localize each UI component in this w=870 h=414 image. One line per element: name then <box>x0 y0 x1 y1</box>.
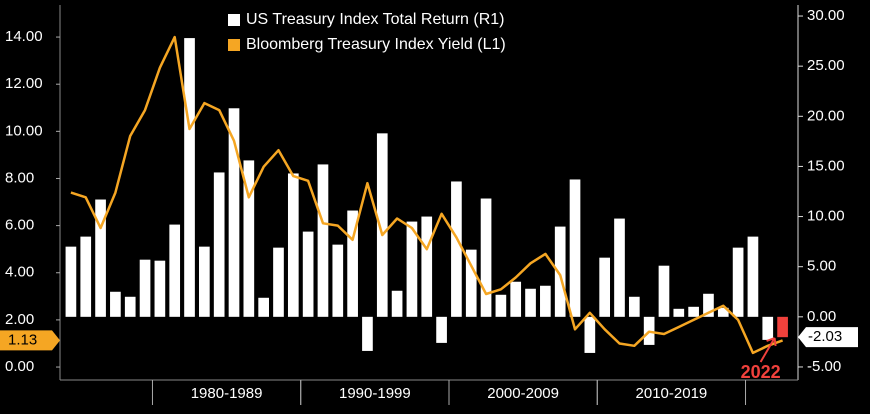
bar <box>347 210 358 317</box>
bar <box>525 288 536 317</box>
bar <box>628 296 640 317</box>
bar <box>110 291 121 317</box>
last-value-box <box>0 330 60 351</box>
bar <box>421 216 433 317</box>
y-tick-label: 10.00 <box>5 122 43 139</box>
bar <box>317 164 329 317</box>
last-value-label: -2.03 <box>808 328 842 345</box>
bar <box>154 260 166 317</box>
decade-label: 2010-2019 <box>636 385 708 402</box>
bar <box>777 316 788 338</box>
bar <box>673 308 685 317</box>
bar <box>213 172 225 317</box>
bar <box>95 199 106 317</box>
y-tick-label: 8.00 <box>5 169 34 186</box>
bar <box>184 38 195 317</box>
annotation-arrow <box>759 337 777 363</box>
legend-swatch <box>228 14 240 26</box>
line <box>70 35 784 355</box>
bar <box>80 236 92 317</box>
y-tick-label: 6.00 <box>5 217 34 234</box>
bar <box>228 108 240 317</box>
y-tick-label: 2.00 <box>5 311 34 328</box>
y2-tick-label: 30.00 <box>807 7 845 24</box>
legend-bg <box>222 6 582 58</box>
bar <box>243 160 255 317</box>
bar <box>287 173 299 317</box>
y2-tick-label: 25.00 <box>807 57 845 74</box>
legend-label: Bloomberg Treasury Index Yield (L1) <box>246 36 506 53</box>
bar <box>65 246 77 317</box>
bar <box>362 316 373 351</box>
y-tick-label: 0.00 <box>5 358 34 375</box>
bar <box>747 236 759 317</box>
bar <box>717 307 729 317</box>
decade-label: 1990-1999 <box>339 385 411 402</box>
y2-tick-label: 10.00 <box>807 208 845 225</box>
bar <box>391 290 403 317</box>
y-tick-label: 12.00 <box>5 75 43 92</box>
bar <box>406 221 418 317</box>
bar <box>762 316 774 340</box>
bar <box>732 247 744 317</box>
bar <box>376 133 388 317</box>
y2-tick-label: 20.00 <box>807 107 845 124</box>
bar <box>436 316 447 343</box>
bar <box>139 259 151 317</box>
last-value-label: 1.13 <box>8 331 37 348</box>
decade-label: 1980-1989 <box>191 385 263 402</box>
annotation: 2022 <box>741 362 781 382</box>
y2-tick-label: 5.00 <box>807 258 836 275</box>
bar <box>510 281 522 317</box>
bar <box>302 231 314 317</box>
bar <box>495 294 507 317</box>
bar <box>614 218 625 317</box>
bar <box>688 306 699 317</box>
bar <box>169 224 181 317</box>
bar <box>599 257 611 317</box>
legend: US Treasury Index Total Return (R1) Bloom… <box>222 6 582 58</box>
bar <box>703 293 714 317</box>
bar <box>451 181 462 317</box>
bar <box>554 226 566 317</box>
bar <box>465 249 477 317</box>
bar <box>273 247 284 317</box>
y2-tick-label: -5.00 <box>807 358 841 375</box>
bar <box>540 285 551 317</box>
y2-tick-label: 15.00 <box>807 157 845 174</box>
bar <box>569 179 581 317</box>
decade-label: 2000-2009 <box>487 385 559 402</box>
bar <box>658 265 670 317</box>
y2-tick-label: 0.00 <box>807 308 836 325</box>
bar <box>480 198 492 317</box>
bar <box>258 297 269 317</box>
bar <box>199 246 210 317</box>
bar <box>332 244 344 317</box>
y-tick-label: 14.00 <box>5 28 43 45</box>
bar <box>124 296 136 317</box>
legend-swatch <box>228 39 240 51</box>
last-value-box <box>798 327 858 348</box>
y-tick-label: 4.00 <box>5 264 34 281</box>
legend-label: US Treasury Index Total Return (R1) <box>246 11 504 28</box>
bar <box>584 316 596 353</box>
